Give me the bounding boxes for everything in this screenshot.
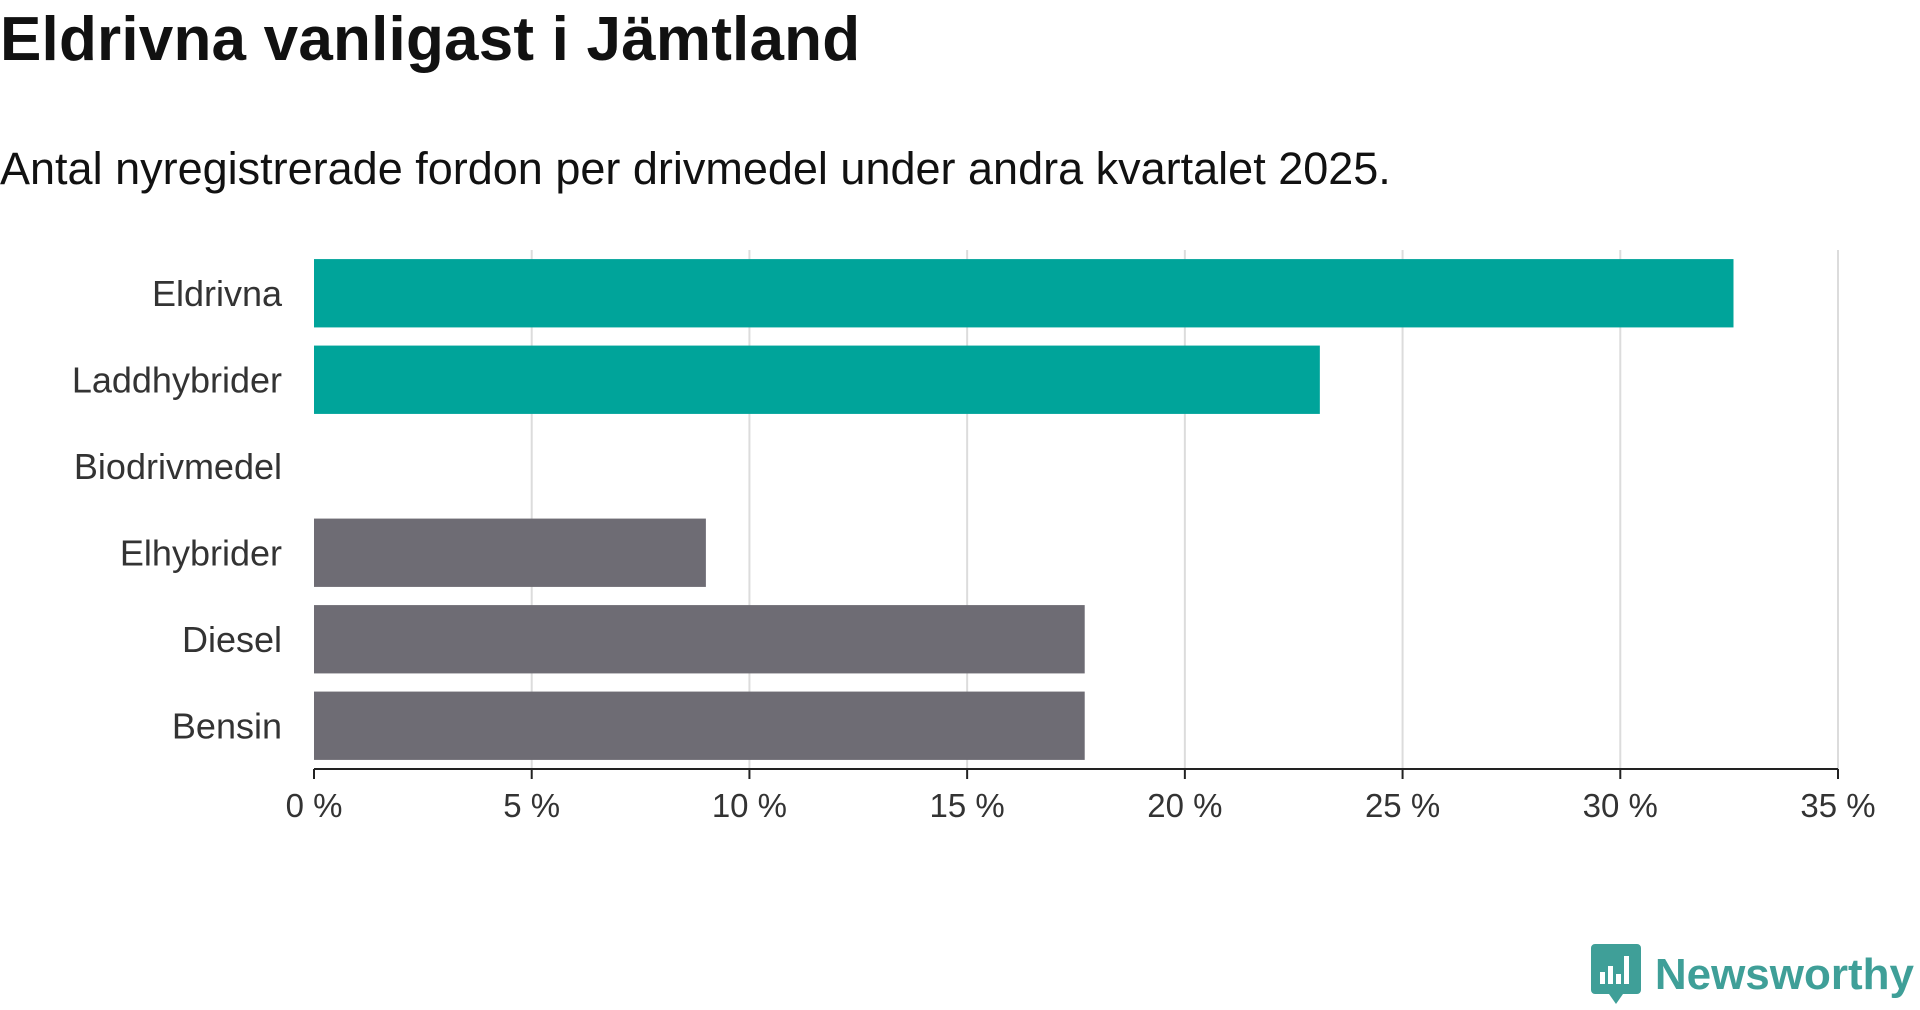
category-label: Elhybrider bbox=[120, 532, 282, 573]
bar-diesel bbox=[314, 605, 1085, 674]
x-tick-label: 25 % bbox=[1365, 787, 1440, 824]
x-tick-label: 0 % bbox=[286, 787, 343, 824]
newsworthy-logo: Newsworthy bbox=[1590, 940, 1914, 1010]
category-label: Eldrivna bbox=[152, 273, 283, 314]
category-labels: Eldrivna Laddhybrider Biodrivmedel Elhybrid… bbox=[72, 273, 283, 747]
x-tick-label: 10 % bbox=[712, 787, 787, 824]
x-tick-label: 15 % bbox=[930, 787, 1005, 824]
x-tick-label: 30 % bbox=[1583, 787, 1658, 824]
grid-lines bbox=[530, 250, 1839, 769]
logo-text: Newsworthy bbox=[1654, 950, 1914, 999]
category-label: Biodrivmedel bbox=[74, 446, 282, 487]
tick-labels: 0 % 5 % 10 % 15 % 20 % 25 % 30 % 35 % bbox=[286, 787, 1876, 824]
x-axis bbox=[313, 768, 1839, 779]
category-label: Bensin bbox=[172, 705, 282, 746]
category-label: Laddhybrider bbox=[72, 359, 282, 400]
x-tick-label: 35 % bbox=[1800, 787, 1875, 824]
x-tick-label: 5 % bbox=[503, 787, 560, 824]
bars bbox=[314, 259, 1734, 760]
bar-laddhybrider bbox=[314, 345, 1320, 414]
bar-eldrivna bbox=[314, 259, 1734, 328]
chart-title: Eldrivna vanligast i Jämtland bbox=[0, 5, 861, 74]
bar-bensin bbox=[314, 691, 1085, 760]
category-label: Diesel bbox=[182, 619, 282, 660]
newsworthy-chart-icon bbox=[1590, 944, 1641, 1004]
chart-subtitle: Antal nyregistrerade fordon per drivmede… bbox=[0, 143, 1391, 194]
x-tick-label: 20 % bbox=[1147, 787, 1222, 824]
bar-elhybrider bbox=[314, 518, 706, 587]
